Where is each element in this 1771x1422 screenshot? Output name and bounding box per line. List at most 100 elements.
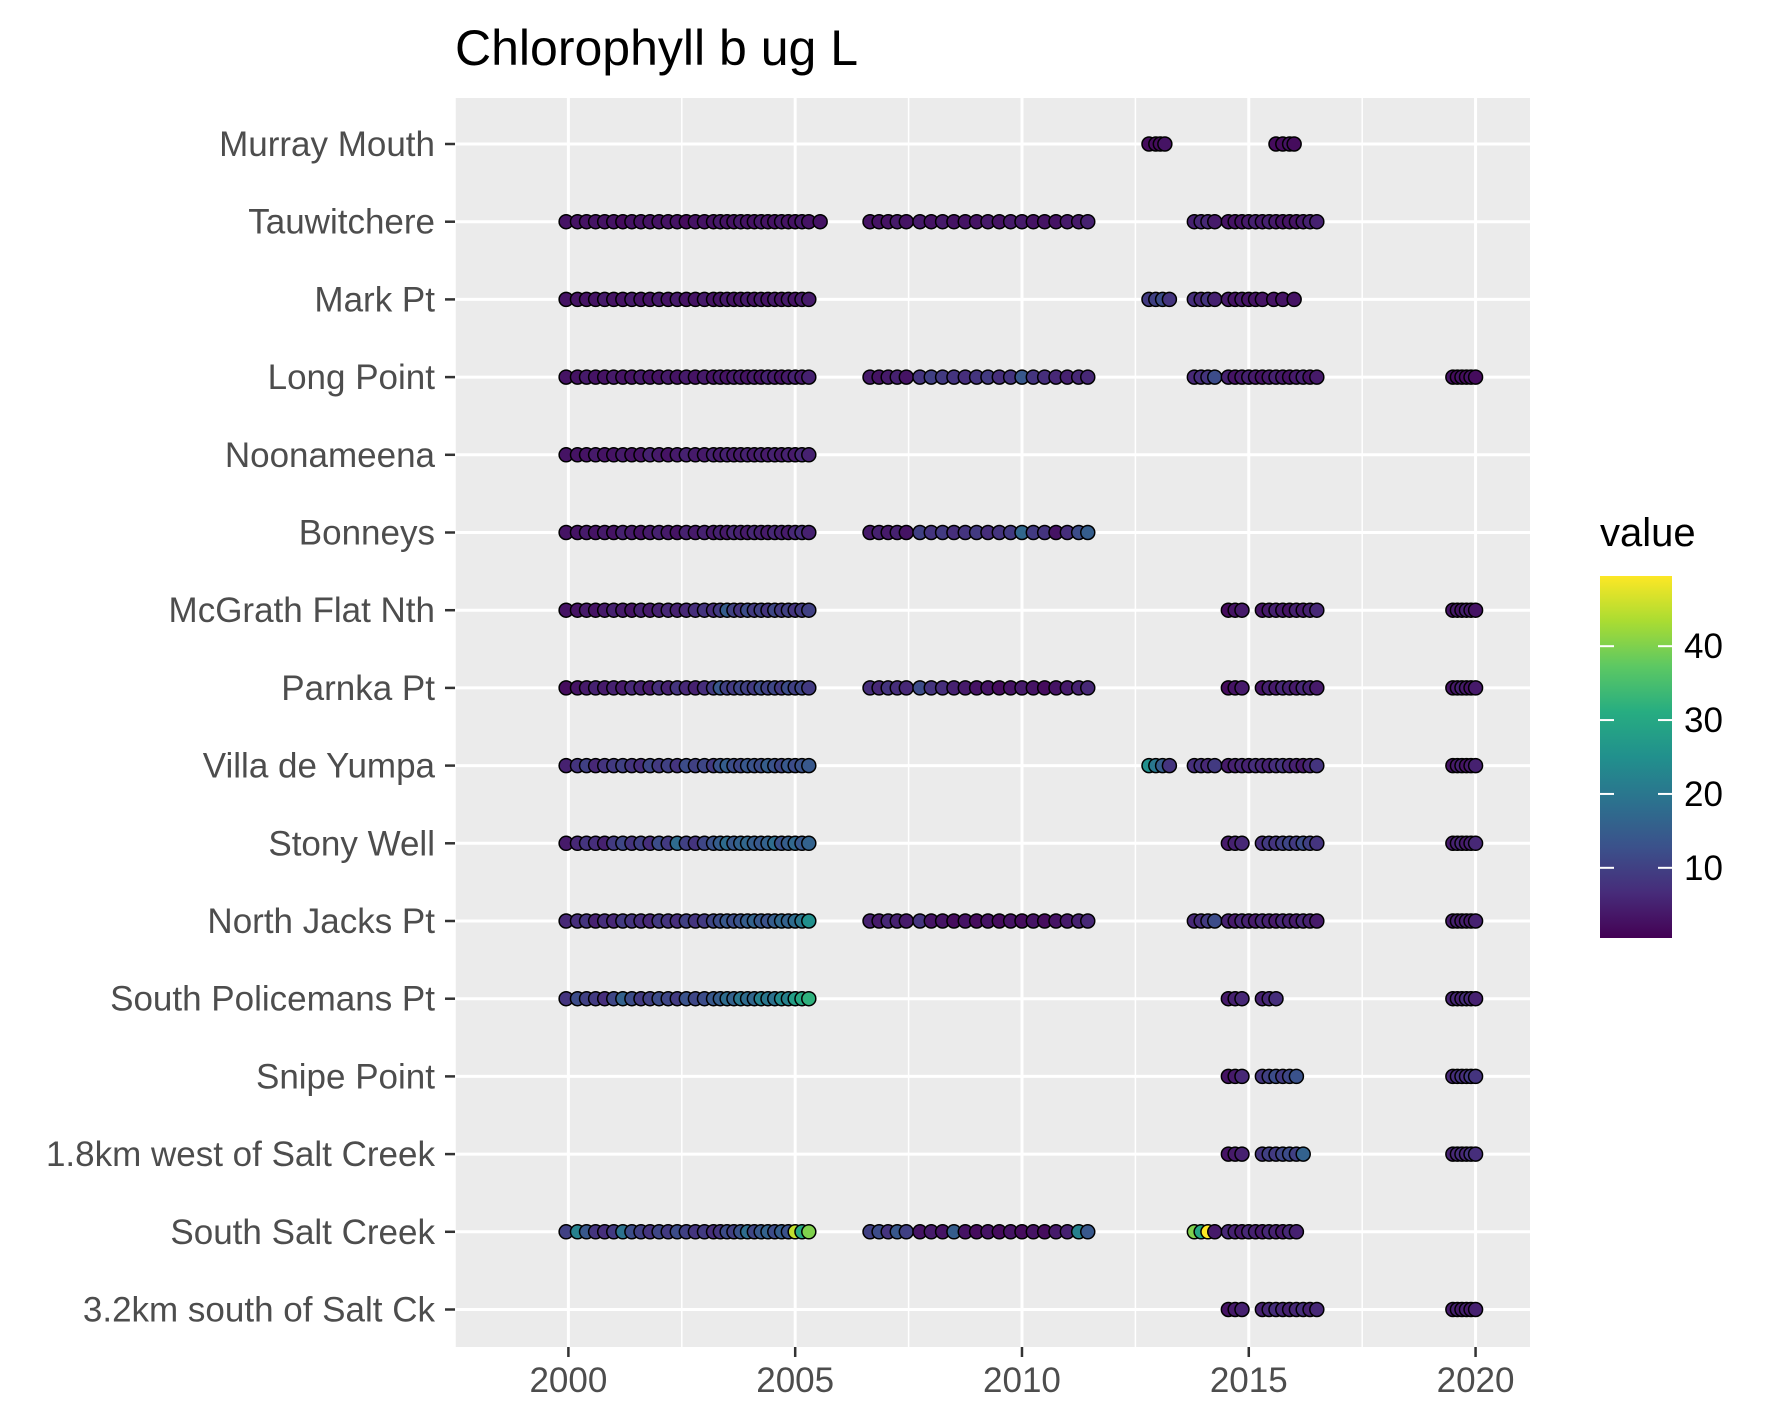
- data-point: [801, 447, 817, 463]
- data-point: [1467, 680, 1484, 696]
- data-point: [1161, 291, 1178, 308]
- data-point: [1207, 213, 1223, 230]
- y-tick-label: 1.8km west of Salt Creek: [46, 1135, 436, 1174]
- data-point: [1157, 136, 1173, 152]
- data-point: [801, 1224, 817, 1240]
- data-point: [1286, 136, 1302, 152]
- data-point: [1295, 1146, 1311, 1162]
- data-point: [1080, 913, 1096, 929]
- legend-title: value: [1600, 511, 1696, 555]
- colorbar-ticks: 10 20 30 40: [1600, 627, 1723, 888]
- data-point: [1309, 369, 1325, 385]
- data-point: [898, 524, 915, 541]
- y-tick-label: Long Point: [268, 358, 436, 397]
- data-point: [1234, 990, 1250, 1007]
- y-tick-label: McGrath Flat Nth: [169, 591, 435, 630]
- data-point: [898, 913, 915, 929]
- data-point: [1161, 757, 1178, 774]
- data-point: [1467, 1068, 1484, 1085]
- data-points: [558, 136, 1484, 1318]
- data-point: [1268, 990, 1284, 1007]
- data-point: [1467, 602, 1484, 618]
- data-point: [898, 369, 915, 385]
- y-tick-label: Parnka Pt: [281, 669, 435, 708]
- data-point: [1234, 1068, 1250, 1085]
- data-point: [1467, 990, 1484, 1007]
- x-axis: 2000 2005 2010 2015 2020: [529, 1347, 1515, 1400]
- y-tick-label: Bonneys: [299, 514, 435, 553]
- data-point: [812, 213, 828, 230]
- data-point: [1467, 1146, 1484, 1162]
- colorbar-legend: value 10 20 30 40: [1600, 511, 1723, 938]
- colorbar-tick-label: 30: [1684, 701, 1723, 740]
- x-tick-label: 2000: [529, 1361, 607, 1400]
- data-point: [1309, 835, 1325, 852]
- colorbar: [1600, 576, 1672, 938]
- data-point: [1467, 369, 1484, 385]
- data-point: [801, 291, 817, 308]
- data-point: [1286, 291, 1302, 308]
- data-point: [1080, 213, 1096, 230]
- data-point: [1309, 757, 1325, 774]
- data-point: [1467, 835, 1484, 852]
- data-point: [1234, 835, 1250, 852]
- y-tick-label: 3.2km south of Salt Ck: [83, 1291, 436, 1330]
- data-point: [898, 213, 915, 230]
- data-point: [1207, 291, 1223, 308]
- x-tick-label: 2010: [983, 1361, 1061, 1400]
- data-point: [898, 1224, 915, 1240]
- data-point: [1467, 757, 1484, 774]
- colorbar-tick-label: 10: [1684, 849, 1723, 888]
- data-point: [1234, 1146, 1250, 1162]
- data-point: [1467, 1301, 1484, 1318]
- y-tick-label: South Salt Creek: [170, 1213, 435, 1252]
- data-point: [1080, 680, 1096, 696]
- data-point: [1309, 602, 1325, 618]
- colorbar-tick-label: 40: [1684, 627, 1723, 666]
- y-tick-label: South Policemans Pt: [110, 980, 435, 1019]
- data-point: [801, 913, 817, 929]
- data-point: [801, 990, 817, 1007]
- data-point: [1207, 757, 1223, 774]
- data-point: [1309, 213, 1325, 230]
- data-point: [1080, 1224, 1096, 1240]
- chart-title: Chlorophyll b ug L: [455, 20, 858, 76]
- y-tick-label: Mark Pt: [314, 280, 435, 319]
- y-tick-label: Snipe Point: [256, 1057, 435, 1096]
- x-tick-label: 2020: [1437, 1361, 1515, 1400]
- data-point: [1234, 680, 1250, 696]
- y-tick-label: Murray Mouth: [219, 125, 435, 164]
- y-tick-label: Stony Well: [268, 824, 435, 863]
- data-point: [1288, 1224, 1305, 1240]
- data-point: [1080, 524, 1096, 541]
- grid-minor: [454, 98, 1363, 1347]
- data-point: [801, 835, 817, 852]
- data-point: [1080, 369, 1096, 385]
- data-point: [1309, 680, 1325, 696]
- data-point: [898, 680, 915, 696]
- data-point: [1234, 1301, 1250, 1318]
- data-point: [801, 602, 817, 618]
- x-tick-label: 2005: [756, 1361, 834, 1400]
- data-point: [1234, 602, 1250, 618]
- plot-panel: [455, 98, 1530, 1347]
- data-point: [1309, 913, 1325, 929]
- colorbar-tick-label: 20: [1684, 775, 1723, 814]
- data-point: [1207, 1224, 1223, 1240]
- data-point: [1467, 913, 1484, 929]
- data-point: [801, 524, 817, 541]
- y-tick-label: Tauwitchere: [248, 203, 435, 242]
- data-point: [801, 680, 817, 696]
- data-point: [1207, 913, 1223, 929]
- y-tick-label: Villa de Yumpa: [203, 747, 436, 786]
- data-point: [1309, 1301, 1325, 1318]
- y-axis: Murray Mouth Tauwitchere Mark Pt Long Point…: [46, 125, 455, 1330]
- data-point: [1288, 1068, 1305, 1085]
- data-point: [801, 369, 817, 385]
- data-point: [801, 757, 817, 774]
- y-tick-label: Noonameena: [225, 436, 436, 475]
- data-point: [1207, 369, 1223, 385]
- x-tick-label: 2015: [1210, 1361, 1288, 1400]
